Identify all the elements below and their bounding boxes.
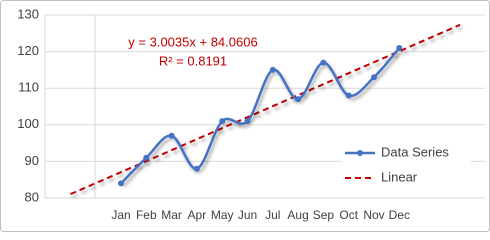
y-tick-label: 90 [25,153,39,168]
y-tick-label: 80 [25,189,39,204]
y-tick-label: 110 [18,80,39,95]
legend-marker [357,150,363,156]
marker [143,154,150,161]
r-squared: R² = 0.8191 [159,53,227,68]
marker [345,92,352,99]
y-tick-label: 130 [17,6,39,21]
x-tick-label: May [211,208,234,222]
x-tick-label: Apr [188,208,207,222]
x-tick-label: Mar [161,208,182,222]
marker [371,74,377,81]
marker [295,96,302,103]
x-tick-label: Nov [363,208,384,222]
x-tick-label: Jul [265,208,280,222]
x-tick-label: Jan [111,208,130,222]
marker [193,165,200,172]
marker [269,66,276,73]
marker [219,118,226,125]
x-tick-label: Oct [339,208,358,222]
marker [396,44,403,51]
y-tick-label: 100 [17,116,39,131]
marker [118,180,124,187]
legend-label: Data Series [381,144,449,159]
legend-label: Linear [381,169,418,184]
y-tick-label: 120 [17,43,39,58]
marker [320,59,327,66]
x-tick-label: Dec [389,208,410,222]
marker [168,132,175,139]
x-tick-label: Aug [287,208,308,222]
marker [244,118,251,125]
x-tick-label: Sep [313,208,335,222]
legend-box [341,141,471,191]
x-tick-label: Feb [136,208,157,222]
chart: y = 3.0035x + 84.0606 R² = 0.8191 80 90 10… [0,0,490,232]
equation: y = 3.0035x + 84.0606 [128,34,257,49]
x-tick-label: Jun [238,208,257,222]
